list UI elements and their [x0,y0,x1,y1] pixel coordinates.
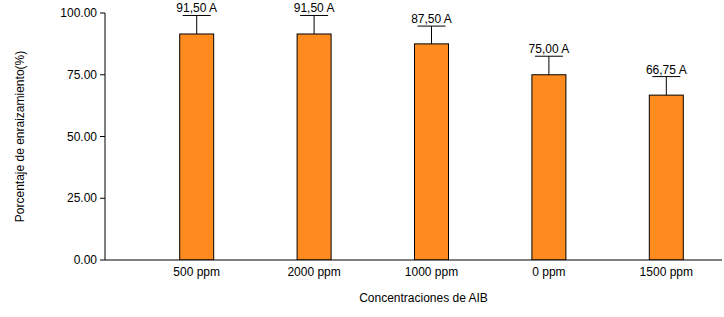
error-bar [535,56,563,75]
y-tick-label: 25.00 [67,191,97,205]
y-tick [100,260,105,261]
error-bar [418,26,446,44]
y-tick [100,13,105,14]
chart: 91,50 A 91,50 A 87,50 A 75,00 A 66,75 A 0.00 2… [0,0,724,317]
error-stem [431,26,432,44]
error-bar [183,15,211,34]
data-label: 66,75 A [646,63,687,77]
x-axis-title: Concentraciones de AIB [359,291,488,305]
y-axis-title: Porcentaje de enraizamiento(%) [13,51,27,222]
bar [180,34,214,260]
error-stem [666,77,667,96]
y-tick [100,136,105,137]
x-tick-label: 1000 ppm [405,265,458,279]
y-tick-label: 75.00 [67,68,97,82]
data-label: 87,50 A [411,12,452,26]
error-bar [652,77,680,96]
x-tick-label: 0 ppm [532,265,565,279]
error-stem [548,56,549,75]
bars [180,15,684,260]
error-bar [300,15,328,34]
error-stem [196,15,197,34]
x-tick-label: 1500 ppm [640,265,693,279]
y-tick-label: 50.00 [67,130,97,144]
data-label: 91,50 A [294,1,335,15]
y-tick [100,198,105,199]
y-tick [100,74,105,75]
x-tick-label: 500 ppm [173,265,220,279]
data-label: 91,50 A [176,1,217,15]
bar [532,75,566,260]
data-label: 75,00 A [529,42,570,56]
bar [649,95,683,260]
bar [297,34,331,260]
error-stem [314,15,315,34]
x-tick-label: 2000 ppm [287,265,340,279]
x-axis [105,260,722,261]
y-tick-label: 100.00 [60,6,97,20]
y-tick-label: 0.00 [74,253,98,267]
bar [415,44,449,260]
